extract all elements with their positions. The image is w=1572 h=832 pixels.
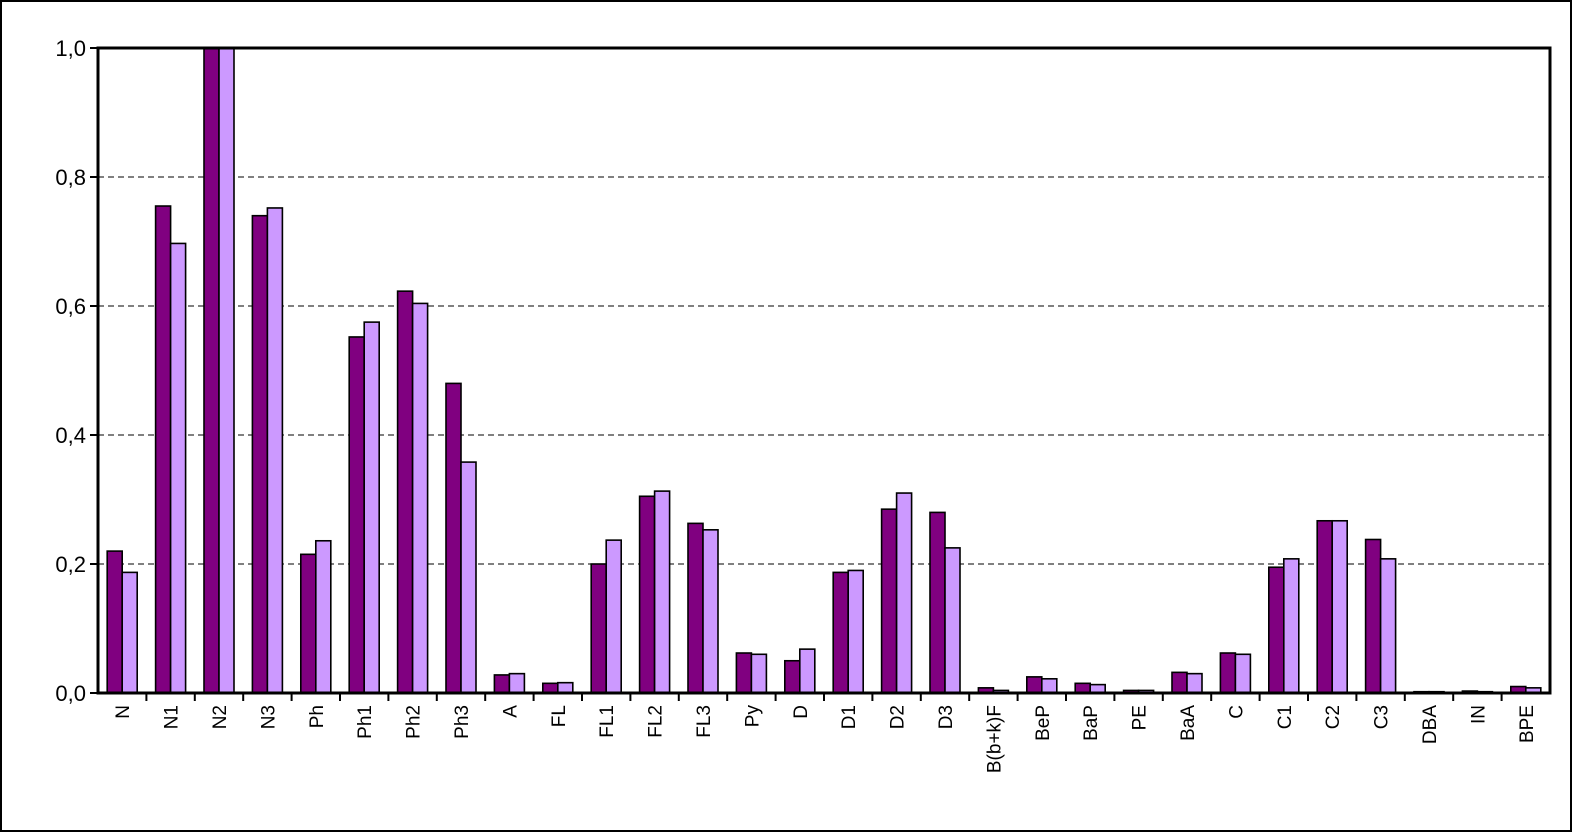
x-category-label: N2 (210, 705, 231, 729)
bar-series-2-N1 (169, 242, 187, 694)
bar-series-1-D3 (929, 511, 946, 694)
x-category-label: Ph1 (355, 705, 376, 739)
x-category-label: BeP (1033, 705, 1054, 741)
bar-series-2-N3 (266, 207, 284, 694)
x-category-label: FL (549, 705, 570, 727)
x-category-label: BaP (1081, 705, 1102, 741)
bar-series-2-C (1234, 653, 1252, 694)
bar-series-1-Ph (299, 553, 317, 694)
x-category-label: N1 (162, 705, 183, 729)
x-category-label: FL2 (646, 705, 667, 738)
bar-series-1-D (783, 659, 801, 694)
y-tick-label: 0,4 (55, 423, 86, 448)
y-axis: 0,0 0,2 0,4 0,6 0,8 1,0 (55, 36, 98, 706)
bar-series-1-FL3 (687, 522, 704, 694)
x-category-label: BPE (1517, 705, 1538, 743)
bar-series-1-Ph3 (445, 382, 462, 694)
bar-series-2-A (508, 672, 526, 694)
bar-series-2-BaA (1186, 672, 1203, 694)
bar-series-1-N3 (251, 214, 269, 694)
bar-series-2-FL3 (702, 529, 719, 694)
x-category-label: PE (1130, 705, 1151, 730)
y-tick-label: 1,0 (55, 36, 86, 61)
bar-series-2-D3 (944, 547, 961, 694)
bar-series-1-Ph1 (348, 336, 366, 694)
bar-series-2-Ph (314, 539, 332, 694)
bar-series-2-FL2 (653, 490, 671, 694)
x-category-label: B(b+k)F (984, 705, 1005, 773)
x-category-label: N3 (258, 705, 279, 729)
x-category-label: DBA (1420, 705, 1441, 744)
bar-series-1-C2 (1316, 519, 1333, 694)
bar-series-2-Ph3 (460, 461, 477, 694)
bar-series-1-C (1219, 652, 1237, 694)
y-tick-label: 0,0 (55, 681, 86, 706)
bar-series-2-Ph2 (411, 302, 429, 694)
gridlines (98, 176, 1550, 565)
x-category-label: Ph3 (452, 705, 473, 739)
bar-series-1-Py (735, 652, 753, 694)
bar-series-1-N1 (154, 205, 172, 694)
bar-series-2-N (121, 571, 138, 694)
x-category-label: FL3 (694, 705, 715, 738)
bar-series-2-C1 (1283, 558, 1300, 694)
x-category-label: A (500, 705, 521, 718)
bar-series-2-BeP (1041, 678, 1058, 694)
bar-series-2-C2 (1331, 519, 1348, 694)
x-category-label: Py (742, 705, 763, 728)
bar-series-1-D2 (880, 508, 898, 694)
bar-series-2-N2 (218, 47, 235, 694)
x-category-label: Ph (307, 705, 328, 728)
x-category-label: D1 (839, 705, 860, 729)
bar-series-1-N2 (203, 47, 220, 694)
y-tick-label: 0,2 (55, 552, 86, 577)
bar-series-1-FL1 (590, 563, 608, 694)
bars (106, 47, 1542, 694)
bar-series-1-A (493, 674, 511, 694)
bar-series-2-D2 (895, 492, 913, 694)
bar-series-2-FL (556, 681, 574, 694)
y-tick-label: 0,6 (55, 294, 86, 319)
x-category-label: C3 (1372, 705, 1393, 729)
bar-series-2-Ph1 (363, 321, 381, 694)
bar-series-2-Py (750, 653, 768, 694)
bar-series-2-C3 (1379, 558, 1397, 694)
bar-series-1-D1 (832, 571, 850, 694)
x-category-label: C1 (1275, 705, 1296, 729)
bar-series-2-FL1 (605, 539, 623, 694)
x-category-label: C (1226, 705, 1247, 719)
y-tick-label: 0,8 (55, 165, 86, 190)
x-category-label: C2 (1323, 705, 1344, 729)
bar-series-2-D1 (847, 569, 865, 694)
bar-series-1-BeP (1026, 676, 1043, 694)
x-category-label: IN (1468, 705, 1489, 724)
x-axis: N N1 N2 N3 Ph Ph1 Ph2 Ph3 A FL FL1 FL2 FL3 Py D D1 D2 D3 B… (113, 693, 1538, 773)
x-category-label: Ph2 (404, 705, 425, 739)
x-category-label: D2 (888, 705, 909, 729)
bar-series-1-C3 (1364, 538, 1382, 694)
bar-series-1-Ph2 (396, 290, 414, 694)
bar-series-1-N (106, 550, 123, 694)
bar-series-2-D (798, 648, 816, 694)
x-category-label: BaA (1178, 705, 1199, 741)
bar-series-1-FL2 (638, 495, 656, 694)
bar-series-1-C1 (1268, 566, 1285, 694)
x-category-label: N (113, 705, 134, 719)
x-category-label: FL1 (597, 705, 618, 738)
x-category-label: D (791, 705, 812, 719)
x-category-label: D3 (936, 705, 957, 729)
bar-series-1-BaA (1171, 671, 1188, 694)
